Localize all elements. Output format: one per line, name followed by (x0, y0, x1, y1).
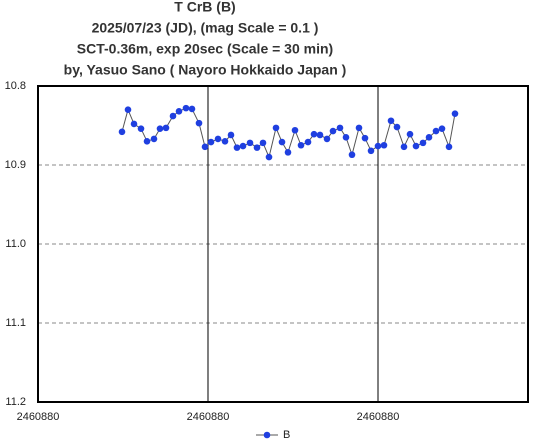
data-point (239, 142, 247, 150)
x-tick-label: 2460880 (187, 411, 230, 423)
y-tick-label: 11.1 (5, 317, 26, 329)
data-point (380, 141, 388, 149)
y-tick-label: 10.8 (5, 80, 26, 92)
y-tick-label: 11.2 (5, 396, 26, 408)
data-point (425, 134, 433, 141)
data-point (188, 105, 196, 113)
data-point (445, 143, 453, 151)
chart-title: T CrB (B) (174, 0, 235, 15)
data-point (297, 141, 305, 149)
data-point (233, 144, 241, 151)
data-point (175, 107, 183, 115)
chart-title: SCT-0.36m, exp 20sec (Scale = 30 min) (77, 41, 333, 57)
data-point (323, 135, 331, 143)
data-point (207, 138, 215, 146)
data-point (162, 124, 170, 132)
data-point (201, 143, 209, 151)
data-point (367, 147, 375, 155)
data-point (284, 149, 292, 156)
data-point (195, 119, 203, 127)
data-point (124, 106, 132, 113)
data-point (253, 144, 261, 151)
chart-title: 2025/07/23 (JD), (mag Scale = 0.1 ) (92, 20, 319, 36)
data-point (412, 142, 420, 150)
chart-title: by, Yasuo Sano ( Nayoro Hokkaido Japan ) (64, 62, 347, 78)
data-point (374, 142, 382, 150)
data-point (419, 139, 427, 147)
data-point (246, 139, 254, 147)
data-point (169, 112, 177, 120)
data-point (182, 104, 190, 112)
data-point (259, 139, 267, 147)
y-tick-label: 10.9 (5, 159, 26, 171)
data-point (329, 127, 337, 135)
data-point (400, 143, 408, 151)
data-point (130, 120, 138, 128)
data-point (150, 135, 158, 143)
data-point (451, 110, 459, 117)
legend-label: B (283, 429, 290, 441)
data-point (393, 123, 401, 131)
data-point (355, 124, 363, 132)
data-point (118, 128, 126, 136)
data-point (143, 138, 151, 145)
data-point (278, 138, 286, 146)
data-point (432, 127, 440, 135)
data-point (336, 124, 344, 132)
data-point (272, 124, 280, 132)
x-tick-label: 2460880 (357, 411, 400, 423)
plot-frame (37, 85, 529, 403)
data-point (348, 151, 356, 159)
data-point (438, 125, 446, 132)
data-point (156, 125, 164, 132)
data-point (304, 138, 312, 146)
legend-marker (263, 431, 271, 439)
x-tick-label: 2460880 (17, 411, 60, 423)
data-point (137, 125, 145, 132)
data-point (291, 126, 299, 134)
data-point (342, 134, 350, 141)
data-point (316, 131, 324, 139)
data-point (265, 153, 273, 161)
data-point (406, 130, 414, 138)
data-point (221, 138, 229, 145)
data-point (361, 134, 369, 142)
data-point (387, 117, 395, 125)
data-point (310, 130, 318, 138)
data-point (227, 131, 235, 139)
y-tick-label: 11.0 (5, 238, 26, 250)
data-point (214, 135, 222, 143)
